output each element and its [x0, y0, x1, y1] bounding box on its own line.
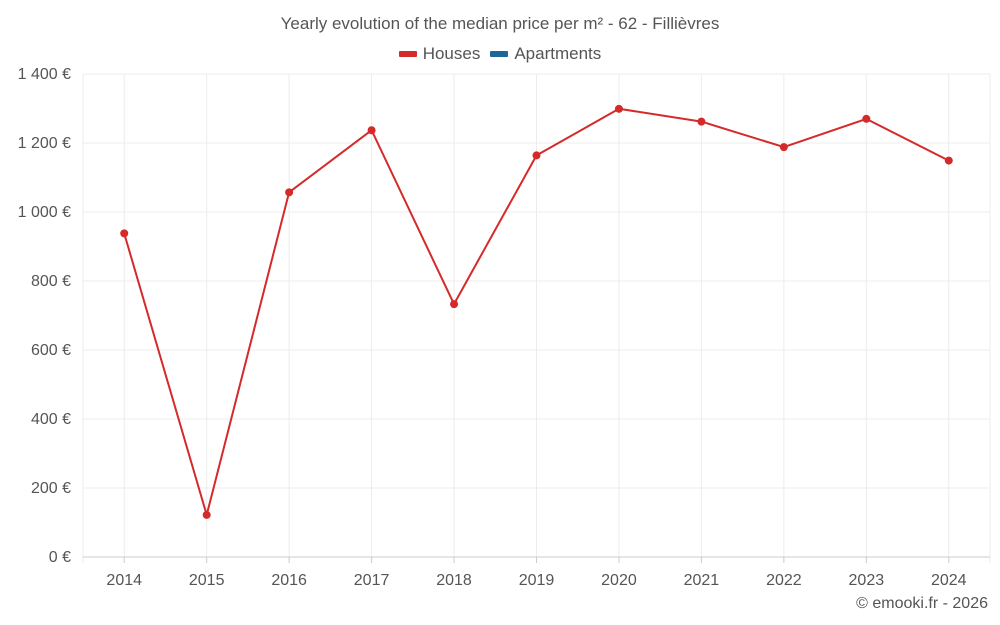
data-point-houses: [120, 229, 129, 238]
x-tick-label: 2016: [271, 572, 307, 589]
legend-swatch-apartments: [490, 51, 509, 57]
x-tick-label: 2015: [189, 572, 225, 589]
x-tick-label: 2020: [601, 572, 637, 589]
x-tick-label: 2022: [766, 572, 802, 589]
legend-swatch-houses: [398, 51, 417, 57]
legend-label-houses: Houses: [422, 44, 481, 63]
data-point-houses: [697, 117, 706, 126]
data-point-houses: [450, 300, 459, 309]
y-tick-label: 1 400 €: [18, 66, 71, 83]
legend-label-apartments: Apartments: [514, 44, 602, 63]
x-tick-label: 2024: [931, 572, 967, 589]
x-tick-label: 2017: [354, 572, 390, 589]
y-tick-label: 400 €: [31, 411, 71, 428]
data-point-houses: [944, 156, 953, 165]
data-point-houses: [532, 151, 541, 160]
x-tick-label: 2014: [106, 572, 142, 589]
data-point-houses: [862, 114, 871, 123]
x-tick-label: 2023: [849, 572, 885, 589]
legend: Houses Apartments: [0, 44, 1000, 64]
y-tick-label: 200 €: [31, 480, 71, 497]
y-tick-label: 1 200 €: [18, 135, 71, 152]
legend-item-houses[interactable]: Houses: [398, 44, 481, 64]
y-tick-label: 800 €: [31, 273, 71, 290]
legend-item-apartments[interactable]: Apartments: [490, 44, 601, 64]
x-tick-label: 2018: [436, 572, 472, 589]
y-tick-label: 600 €: [31, 342, 71, 359]
x-tick-label: 2019: [519, 572, 555, 589]
chart-title: Yearly evolution of the median price per…: [280, 14, 720, 33]
credit: © emooki.fr - 2026: [856, 595, 988, 612]
data-point-houses: [614, 104, 623, 113]
y-tick-label: 1 000 €: [18, 204, 71, 221]
data-point-houses: [285, 188, 294, 197]
data-point-houses: [779, 143, 788, 152]
data-point-houses: [367, 126, 376, 135]
data-point-houses: [202, 510, 211, 519]
x-tick-label: 2021: [684, 572, 720, 589]
y-tick-label: 0 €: [49, 549, 71, 566]
